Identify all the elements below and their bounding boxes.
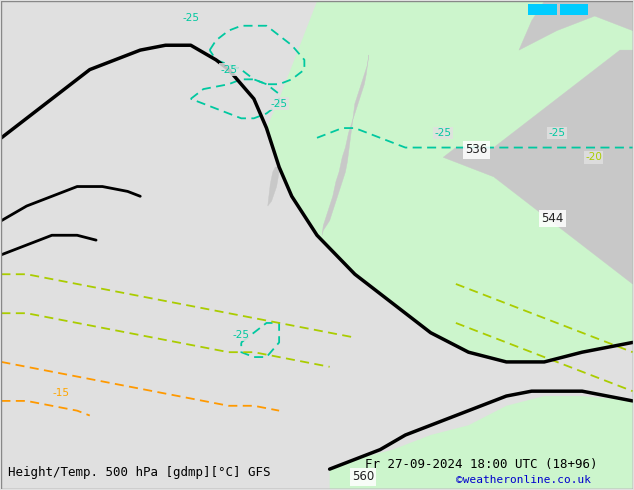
- Text: -25: -25: [548, 128, 566, 138]
- Polygon shape: [443, 50, 633, 284]
- Polygon shape: [268, 167, 279, 206]
- Polygon shape: [266, 1, 633, 362]
- Text: Fr 27-09-2024 18:00 UTC (18+96): Fr 27-09-2024 18:00 UTC (18+96): [365, 458, 597, 471]
- Text: -15: -15: [53, 388, 70, 398]
- Polygon shape: [322, 55, 369, 235]
- Text: -25: -25: [271, 98, 288, 109]
- Bar: [560, 4, 588, 15]
- Text: 560: 560: [352, 470, 374, 484]
- Text: Height/Temp. 500 hPa [gdmp][°C] GFS: Height/Temp. 500 hPa [gdmp][°C] GFS: [8, 466, 270, 479]
- Text: -25: -25: [233, 330, 250, 340]
- Bar: [529, 4, 557, 15]
- Text: -25: -25: [220, 65, 237, 74]
- Text: -25: -25: [182, 13, 199, 24]
- Text: ©weatheronline.co.uk: ©weatheronline.co.uk: [456, 475, 592, 485]
- Text: 536: 536: [465, 144, 488, 156]
- Polygon shape: [519, 1, 633, 50]
- Text: -20: -20: [585, 152, 602, 162]
- Text: 544: 544: [541, 212, 564, 225]
- Text: -25: -25: [435, 128, 452, 138]
- Polygon shape: [330, 396, 633, 489]
